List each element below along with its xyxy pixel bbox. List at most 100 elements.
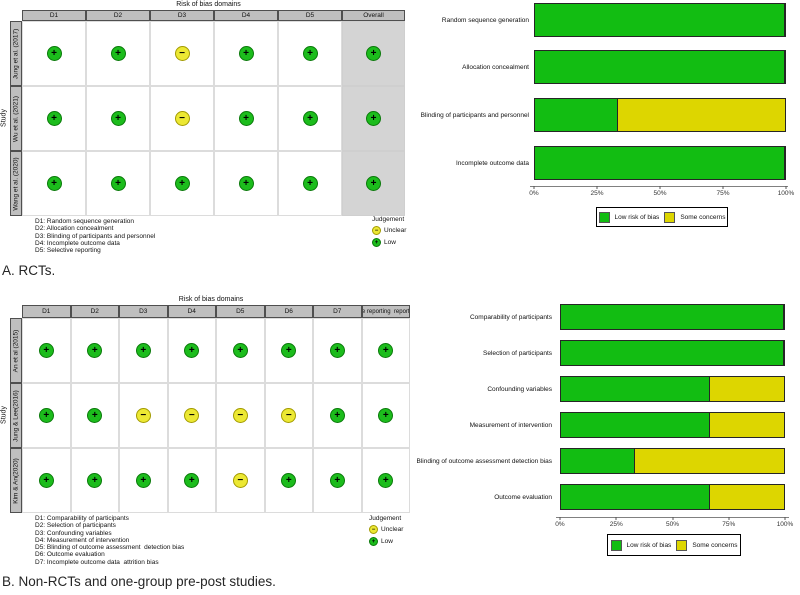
judgement-legend-title: Judgement — [372, 216, 405, 223]
judgement-cell — [313, 448, 362, 513]
judgement-cell — [22, 383, 71, 448]
x-axis-tick — [672, 517, 673, 520]
judgement-icon — [378, 343, 394, 358]
judgement-icon — [46, 111, 62, 126]
judgement-icon — [329, 343, 345, 358]
domain-column-header: e reporting report — [361, 305, 410, 318]
judgement-cell — [167, 383, 216, 448]
judgement-cell — [119, 383, 168, 448]
judgement-cell — [214, 151, 278, 216]
judgement-cell — [119, 448, 168, 513]
judgement-icon — [378, 408, 394, 423]
judgement-icon — [366, 111, 381, 126]
judgement-icon — [281, 408, 297, 423]
panel-b-caption: B. Non-RCTs and one-group pre-post studi… — [2, 574, 276, 589]
bar-category-label: Comparability of participants — [469, 313, 552, 321]
x-axis-tick-label: 50% — [653, 190, 667, 197]
domain-column-header: D3 — [150, 10, 214, 21]
judgement-icon — [110, 176, 126, 191]
bar-segment-low — [561, 485, 710, 509]
domain-column-header: D4 — [214, 10, 278, 21]
judgement-cell — [264, 383, 313, 448]
x-axis-tick — [559, 517, 561, 520]
legend-label-low: Low risk of bias — [626, 541, 672, 549]
judgement-icon — [174, 176, 190, 191]
bar-category-label: Outcome evaluation — [494, 493, 552, 501]
x-axis-tick-label: 75% — [722, 521, 736, 528]
judgement-icon — [110, 46, 126, 61]
bar-category-label: Incomplete outcome data — [456, 159, 529, 167]
judgement-cell — [70, 318, 119, 383]
judgement-icon — [238, 46, 254, 61]
bar-segment-low — [535, 99, 619, 131]
judgement-icon — [87, 343, 103, 358]
domain-column-header: D7 — [313, 305, 362, 318]
judgement-cell — [22, 151, 86, 216]
domain-column-header: D5 — [216, 305, 265, 318]
judgement-icon — [378, 473, 394, 488]
x-axis-tick-label: 100% — [777, 190, 795, 197]
judgement-icon — [281, 473, 297, 488]
judgement-icon — [38, 343, 54, 358]
study-row-label: Jung et al. (2017) — [10, 21, 22, 86]
judgement-cell — [150, 151, 214, 216]
judgement-icon — [302, 111, 318, 126]
domain-key-line: D3: Blinding of participants and personn… — [35, 232, 156, 240]
judgement-icon — [135, 473, 151, 488]
judgement-icon — [232, 408, 248, 423]
study-row-label: Jung & Lee(2016) — [10, 383, 22, 448]
bar-category-label: Random sequence generation — [441, 16, 529, 24]
panel-b-plot-title: Risk of bias domains — [178, 296, 244, 303]
judgement-legend-low: Low — [381, 538, 393, 545]
stacked-bar — [560, 484, 785, 510]
unclear-icon — [372, 226, 381, 235]
judgement-cell — [86, 151, 150, 216]
domain-key-line: D1: Comparability of participants — [35, 515, 129, 522]
judgement-icon — [38, 408, 54, 423]
panel-b-traffic-light-plot: D1 D2 D3 D4 D5 D6 D7 e reporting report … — [10, 305, 410, 513]
judgement-icon — [174, 46, 190, 61]
x-axis-tick-label: 25% — [590, 190, 604, 197]
judgement-cell — [313, 318, 362, 383]
x-axis-tick — [722, 186, 724, 189]
judgement-icon — [232, 473, 248, 488]
domain-key-line: D6: Outcome evaluation — [35, 551, 105, 559]
study-row-label: Wang et al. (2020) — [10, 151, 22, 216]
stacked-bar — [534, 146, 786, 180]
x-axis-tick — [784, 517, 786, 520]
judgement-cell — [264, 318, 313, 383]
domain-key-line: D3: Confounding variables — [35, 529, 112, 537]
study-axis-label: Study — [0, 109, 8, 127]
judgement-icon — [184, 408, 200, 423]
judgement-icon — [281, 343, 297, 358]
judgement-cell — [22, 448, 71, 513]
judgement-icon — [87, 473, 103, 488]
x-axis-tick — [659, 186, 661, 189]
judgement-cell — [361, 318, 410, 383]
bar-category-label: Blinding of outcome assessment detection… — [416, 457, 553, 465]
judgement-legend-title: Judgement — [369, 515, 402, 522]
judgement-icon — [135, 343, 151, 358]
judgement-cell-overall — [342, 21, 405, 86]
domain-key-line: D2: Selection of participants — [35, 522, 116, 530]
legend-swatch-low — [610, 539, 622, 551]
domain-column-header: D2 — [70, 305, 119, 318]
domain-column-header: D3 — [119, 305, 168, 318]
judgement-cell — [22, 318, 71, 383]
x-axis-tick — [728, 517, 730, 520]
judgement-cell — [22, 86, 86, 151]
domain-column-header: D5 — [278, 10, 342, 21]
judgement-cell — [119, 318, 168, 383]
x-axis-tick-label: 25% — [609, 521, 623, 528]
bar-category-label: Measurement of intervention — [469, 421, 552, 429]
stacked-bar — [560, 340, 785, 366]
panel-a-caption: A. RCTs. — [2, 263, 56, 278]
judgement-icon — [184, 343, 200, 358]
legend-label-concerns: Some concerns — [680, 213, 726, 221]
bar-category-label: Allocation concealment — [462, 63, 529, 71]
stacked-bar — [560, 412, 785, 438]
bar-legend: Low risk of bias Some concerns — [596, 207, 728, 227]
bar-category-label: Confounding variables — [487, 385, 552, 393]
bar-legend: Low risk of bias Some concerns — [607, 534, 741, 556]
x-axis-tick-label: 0% — [555, 521, 565, 528]
